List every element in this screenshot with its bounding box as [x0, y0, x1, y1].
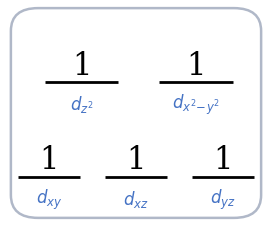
Text: $d_{x^2\!-\!y^2}$: $d_{x^2\!-\!y^2}$ [172, 92, 220, 116]
Text: $d_{z^2}$: $d_{z^2}$ [70, 94, 93, 115]
Text: 1: 1 [213, 145, 233, 175]
Text: $d_{xz}$: $d_{xz}$ [123, 188, 149, 209]
Text: 1: 1 [72, 50, 91, 81]
Text: 1: 1 [126, 145, 146, 175]
Text: $d_{xy}$: $d_{xy}$ [36, 187, 62, 211]
Text: 1: 1 [186, 50, 206, 81]
Text: 1: 1 [39, 145, 59, 175]
Text: $d_{yz}$: $d_{yz}$ [210, 187, 236, 211]
FancyBboxPatch shape [11, 9, 261, 218]
